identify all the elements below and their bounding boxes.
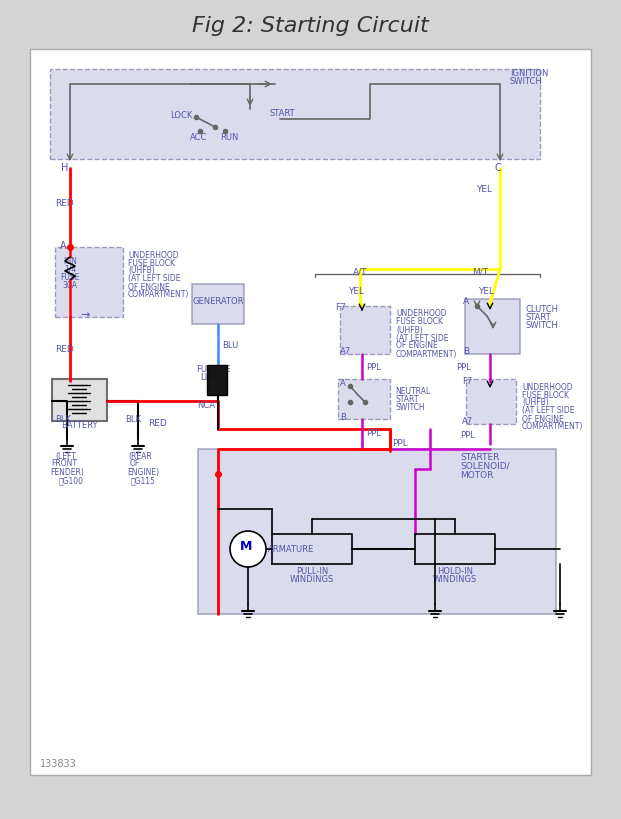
Text: FRONT: FRONT <box>51 459 77 468</box>
Text: OF: OF <box>130 459 140 468</box>
Text: A: A <box>463 297 469 306</box>
Text: COMPARTMENT): COMPARTMENT) <box>396 350 458 359</box>
Text: H: H <box>61 163 69 173</box>
Text: (UHFB): (UHFB) <box>396 325 423 334</box>
Bar <box>207 365 227 395</box>
Text: GENERATOR: GENERATOR <box>193 296 244 305</box>
Text: PPL: PPL <box>366 363 381 372</box>
Text: A7: A7 <box>340 347 351 356</box>
Text: OF ENGINE: OF ENGINE <box>396 342 438 351</box>
Text: SWITCH: SWITCH <box>510 78 543 87</box>
Bar <box>465 299 520 354</box>
Text: FUSE BLOCK: FUSE BLOCK <box>396 318 443 327</box>
Text: RED: RED <box>55 345 74 354</box>
Text: FUSE BLOCK: FUSE BLOCK <box>128 259 175 268</box>
Text: START: START <box>270 110 296 119</box>
Text: FENDER): FENDER) <box>50 468 84 477</box>
Text: START: START <box>395 395 419 404</box>
Text: (AT LEFT SIDE: (AT LEFT SIDE <box>522 406 574 415</box>
Text: YEL: YEL <box>476 184 492 193</box>
Text: ACC: ACC <box>190 133 207 142</box>
Text: LOCK: LOCK <box>170 111 193 120</box>
Text: CLUTCH: CLUTCH <box>525 305 558 314</box>
Text: OF ENGINE: OF ENGINE <box>128 283 170 292</box>
Text: FUSE: FUSE <box>60 273 79 282</box>
Text: OF ENGINE: OF ENGINE <box>522 414 564 423</box>
Circle shape <box>230 531 266 567</box>
Text: (UHFB): (UHFB) <box>522 399 549 408</box>
Text: COMPARTMENT): COMPARTMENT) <box>522 423 583 432</box>
Text: FUSE BLOCK: FUSE BLOCK <box>522 391 569 400</box>
Text: PPL: PPL <box>366 428 381 437</box>
Text: A: A <box>60 241 66 251</box>
Text: UNDERHOOD: UNDERHOOD <box>128 251 179 260</box>
Text: →: → <box>80 310 89 320</box>
Text: (REAR: (REAR <box>128 451 152 460</box>
Text: M: M <box>240 540 252 553</box>
Text: (AT LEFT SIDE: (AT LEFT SIDE <box>396 333 448 342</box>
Text: A/T: A/T <box>353 268 367 277</box>
Text: (AT LEFT SIDE: (AT LEFT SIDE <box>128 274 181 283</box>
Text: IGNITION: IGNITION <box>510 70 548 79</box>
Text: PULL-IN: PULL-IN <box>296 567 328 576</box>
Text: 133833: 133833 <box>40 759 77 769</box>
Text: C: C <box>494 163 501 173</box>
Text: HOLD-IN: HOLD-IN <box>437 567 473 576</box>
Text: LINK: LINK <box>200 373 219 382</box>
Text: Fig 2: Starting Circuit: Fig 2: Starting Circuit <box>192 16 428 36</box>
Text: B: B <box>463 347 469 356</box>
Text: BLK: BLK <box>55 414 71 423</box>
Bar <box>466 379 516 424</box>
Text: M/T: M/T <box>472 268 488 277</box>
Bar <box>50 69 540 159</box>
Bar <box>198 449 556 614</box>
Text: WINDINGS: WINDINGS <box>290 574 334 583</box>
Text: A: A <box>340 378 346 387</box>
Text: UNDERHOOD: UNDERHOOD <box>522 382 573 391</box>
Text: COMPARTMENT): COMPARTMENT) <box>128 291 189 300</box>
Text: START: START <box>525 313 551 322</box>
Text: YEL: YEL <box>478 287 494 296</box>
Bar <box>340 306 390 354</box>
Text: IGN: IGN <box>63 256 77 265</box>
Text: PPL: PPL <box>392 438 408 447</box>
Text: BLK: BLK <box>125 414 141 423</box>
Text: (UHFB): (UHFB) <box>128 266 155 275</box>
Text: SOLENOID/: SOLENOID/ <box>460 461 510 470</box>
Text: ⏚G115: ⏚G115 <box>131 477 156 486</box>
Text: RED: RED <box>148 419 167 428</box>
Text: A7: A7 <box>462 418 473 427</box>
Text: RUN: RUN <box>220 133 238 142</box>
Text: ARMATURE: ARMATURE <box>268 545 314 554</box>
Bar <box>192 284 244 324</box>
Text: 30A: 30A <box>63 280 78 289</box>
Text: B: B <box>340 413 346 422</box>
Text: MOTOR: MOTOR <box>460 470 493 479</box>
Text: BLU: BLU <box>222 341 238 350</box>
Text: (LEFT: (LEFT <box>55 451 76 460</box>
Text: RED: RED <box>55 200 74 209</box>
Text: PPL: PPL <box>456 363 471 372</box>
Text: F7: F7 <box>462 378 472 387</box>
Text: SWITCH: SWITCH <box>525 320 558 329</box>
Text: FUSIBLE: FUSIBLE <box>196 364 230 373</box>
Text: ENGINE): ENGINE) <box>127 468 159 477</box>
Bar <box>55 247 123 317</box>
Text: UNDERHOOD: UNDERHOOD <box>396 310 446 319</box>
Text: F7: F7 <box>335 304 346 313</box>
Text: NEUTRAL: NEUTRAL <box>395 387 430 396</box>
Bar <box>52 379 107 421</box>
Bar <box>30 49 591 775</box>
Text: YEL: YEL <box>348 287 364 296</box>
Text: SWITCH: SWITCH <box>395 402 425 411</box>
Bar <box>338 379 390 419</box>
Text: ⏚G100: ⏚G100 <box>59 477 84 486</box>
Text: NCA: NCA <box>197 401 215 410</box>
Text: PPL: PPL <box>460 432 475 441</box>
Text: BATTERY: BATTERY <box>61 420 97 429</box>
Text: STARTER: STARTER <box>460 453 499 461</box>
Text: WINDINGS: WINDINGS <box>433 574 477 583</box>
Text: 1/4: 1/4 <box>64 265 76 274</box>
